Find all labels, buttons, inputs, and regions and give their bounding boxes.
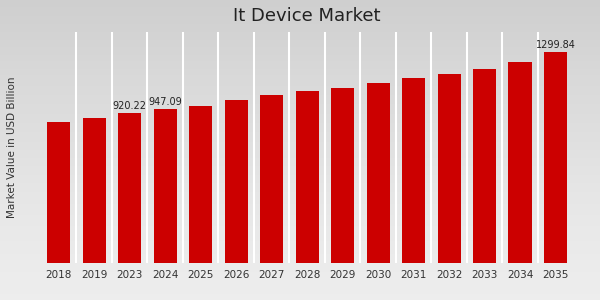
- Bar: [260, 95, 283, 263]
- Bar: [118, 113, 141, 263]
- Bar: [224, 100, 248, 263]
- Y-axis label: Market Value in USD Billion: Market Value in USD Billion: [7, 77, 17, 218]
- Text: 947.09: 947.09: [148, 97, 182, 107]
- Bar: [402, 79, 425, 263]
- Bar: [508, 62, 532, 263]
- Text: 920.22: 920.22: [113, 101, 146, 112]
- Bar: [331, 88, 354, 263]
- Bar: [296, 91, 319, 263]
- Bar: [367, 83, 389, 263]
- Bar: [83, 118, 106, 263]
- Bar: [437, 74, 461, 263]
- Text: 1299.84: 1299.84: [536, 40, 575, 50]
- Bar: [544, 52, 567, 263]
- Bar: [47, 122, 70, 263]
- Bar: [473, 69, 496, 263]
- Bar: [154, 109, 176, 263]
- Bar: [189, 106, 212, 263]
- Title: It Device Market: It Device Market: [233, 7, 381, 25]
